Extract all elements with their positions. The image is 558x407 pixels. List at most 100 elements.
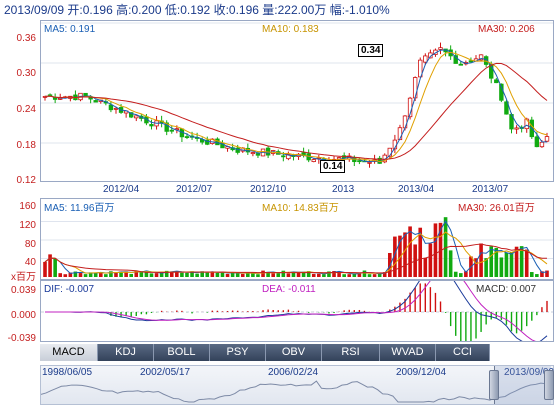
price-ytick: 0.12 <box>16 175 36 186</box>
volume-bar <box>540 271 544 277</box>
price-candle <box>534 136 540 148</box>
volume-bar <box>448 250 453 277</box>
tab-rsi[interactable]: RSI <box>322 344 380 361</box>
price-candle <box>357 160 362 163</box>
volume-bar <box>139 271 144 277</box>
price-candle <box>113 107 119 110</box>
low-value: 0.192 <box>180 3 211 17</box>
tab-wvad[interactable]: WVAD <box>380 344 436 361</box>
volume-ma30-line <box>44 243 548 274</box>
volume-bar <box>190 271 194 277</box>
price-xtick: 2012/10 <box>250 184 287 195</box>
tab-boll[interactable]: BOLL <box>154 344 210 361</box>
price-candle <box>164 122 169 132</box>
price-candle <box>129 112 134 118</box>
volume-bar <box>58 273 63 277</box>
price-chart <box>41 22 553 168</box>
price-chart-panel[interactable] <box>40 20 554 182</box>
price-candle <box>184 136 190 139</box>
volume-bar <box>474 258 478 277</box>
tab-cci[interactable]: CCI <box>436 344 490 361</box>
volume-bar <box>514 246 519 277</box>
price-ytick: 0.36 <box>16 33 36 44</box>
price-candle <box>215 138 220 146</box>
price-ytick: 0.18 <box>16 140 36 151</box>
volume-ma30-label: MA30: 26.01百万 <box>458 203 535 214</box>
volume-ytick: 160 <box>19 201 36 212</box>
price-candle <box>58 97 63 100</box>
macd-ytick: 0.039 <box>10 285 36 296</box>
volume-bar <box>276 273 281 277</box>
navigator-left-handle[interactable] <box>489 370 499 400</box>
volume-bar <box>494 247 499 277</box>
volume-bar <box>332 271 336 277</box>
volume-bar <box>251 273 255 277</box>
volume-ma5-line <box>44 220 548 275</box>
open-label: 开: <box>67 3 83 17</box>
price-candle <box>93 100 98 103</box>
volume-ma5-label: MA5: 11.96百万 <box>44 203 115 214</box>
volume-bar <box>144 270 149 277</box>
tab-macd[interactable]: MACD <box>40 344 98 361</box>
volume-bar <box>240 273 245 277</box>
price-candle <box>83 92 88 97</box>
price-candle <box>494 79 499 84</box>
time-navigator[interactable] <box>40 365 554 405</box>
tab-obv[interactable]: OBV <box>266 344 322 361</box>
volume-bar <box>281 270 286 277</box>
tab-kdj[interactable]: KDJ <box>98 344 154 361</box>
volume-bar <box>73 271 78 277</box>
navigator-date: 2009/12/04 <box>396 367 447 378</box>
price-candle <box>514 127 519 130</box>
volume-bar <box>352 273 357 277</box>
tab-psy[interactable]: PSY <box>210 344 266 361</box>
volume-bar <box>393 236 397 277</box>
close-value: 0.196 <box>228 3 259 17</box>
volume-bar <box>271 273 275 277</box>
volume-bar <box>235 272 240 277</box>
volume-bar <box>403 232 407 277</box>
volume-bar <box>119 271 123 277</box>
volume-bar <box>114 272 118 277</box>
volume-bar <box>535 274 539 277</box>
volume-bar <box>322 274 326 277</box>
price-candle <box>134 115 139 119</box>
navigator-selection[interactable] <box>494 366 551 404</box>
volume-bar <box>164 270 169 277</box>
volume-bar <box>423 257 428 277</box>
price-ytick: 0.24 <box>16 104 36 115</box>
macd-dif-label: DIF: -0.007 <box>44 284 95 295</box>
price-xtick: 2012/07 <box>176 184 213 195</box>
price-candle <box>255 153 261 156</box>
volume-bar <box>225 273 230 277</box>
volume-bar <box>529 272 534 277</box>
quote-header: 2013/09/09 开:0.196 高:0.200 低:0.192 收:0.1… <box>0 0 558 20</box>
volume-bar <box>63 274 68 277</box>
open-value: 0.196 <box>82 3 113 17</box>
volume-chart-panel[interactable] <box>40 198 554 280</box>
volume-chart <box>41 217 553 277</box>
volume-bar <box>88 272 93 277</box>
volume-bar <box>382 272 387 277</box>
volume-bar <box>433 223 438 277</box>
macd-value-label: MACD: 0.007 <box>476 284 537 295</box>
volume-bar <box>175 271 179 277</box>
volume-bar <box>509 252 514 277</box>
volume-bar <box>489 246 494 277</box>
macd-chart-panel[interactable] <box>40 280 554 342</box>
volume-bar <box>453 271 458 277</box>
volume-bar <box>48 254 52 277</box>
volume-bar <box>337 271 341 277</box>
navigator-right-handle[interactable] <box>544 370 554 400</box>
volume-bar <box>230 272 235 277</box>
navigator-price-line <box>41 380 552 403</box>
volume-bar <box>246 272 250 277</box>
volume-bar <box>398 235 402 277</box>
price-candle <box>286 153 291 160</box>
volume-bar <box>154 273 159 277</box>
high-value: 0.200 <box>131 3 162 17</box>
volume-bar <box>438 222 443 277</box>
price-candle <box>311 159 316 162</box>
volume-bar <box>499 257 504 277</box>
quote-date: 2013/09/09 <box>4 3 65 17</box>
